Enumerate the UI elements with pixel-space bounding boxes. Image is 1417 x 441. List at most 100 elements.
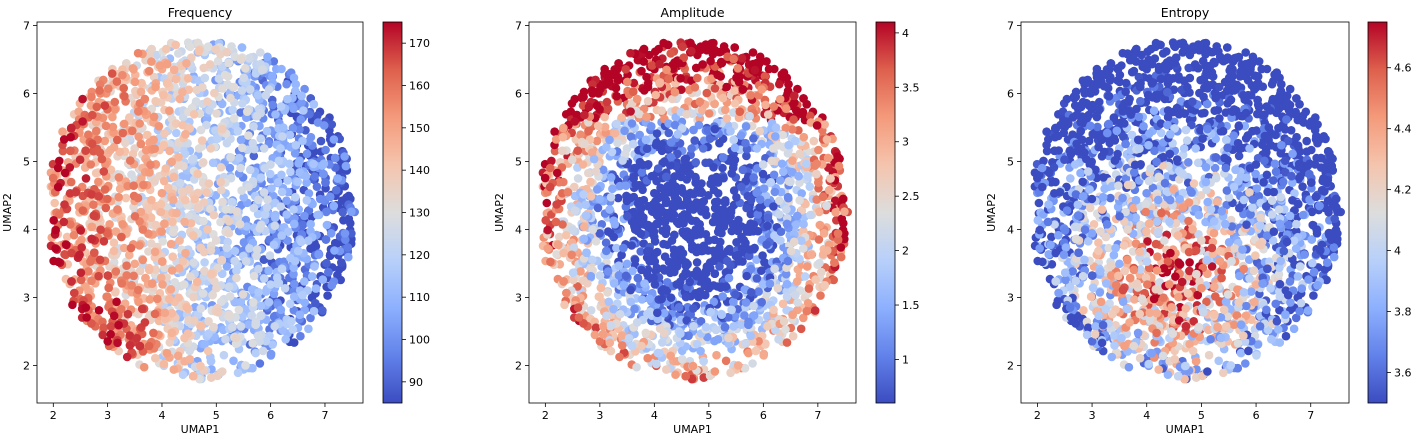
scatter-point <box>289 104 298 113</box>
scatter-point <box>99 167 109 176</box>
scatter-point <box>691 289 700 298</box>
scatter-point <box>279 123 288 132</box>
scatter-point <box>795 178 804 187</box>
scatter-point <box>157 227 166 236</box>
scatter-point <box>160 308 170 318</box>
scatter-point <box>746 209 756 219</box>
y-tick-label: 3 <box>23 292 30 305</box>
scatter-point <box>241 64 250 73</box>
scatter-point <box>567 155 577 164</box>
scatter-point <box>606 173 616 182</box>
scatter-point <box>175 236 184 245</box>
scatter-point <box>338 208 348 217</box>
scatter-point <box>194 144 204 153</box>
scatter-point <box>302 178 311 187</box>
scatter-point <box>212 109 221 118</box>
scatter-point <box>306 313 315 323</box>
scatter-point <box>285 159 294 169</box>
scatter-point <box>175 178 185 188</box>
scatter-point <box>569 243 579 252</box>
scatter-point <box>114 173 124 182</box>
scatter-point <box>276 202 286 211</box>
scatter-point <box>249 122 258 131</box>
scatter-point <box>615 181 625 191</box>
scatter-point <box>165 106 174 115</box>
scatter-point <box>245 53 254 63</box>
scatter-point <box>160 219 169 228</box>
scatter-point <box>171 40 180 50</box>
scatter-point <box>138 225 148 234</box>
scatter-point <box>213 307 223 317</box>
scatter-point <box>167 328 177 338</box>
scatter-point <box>136 139 146 149</box>
scatter-point <box>333 174 342 183</box>
scatter-point <box>776 236 785 245</box>
scatter-point <box>559 277 568 286</box>
scatter-point <box>710 84 720 93</box>
scatter-point <box>782 219 792 229</box>
scatter-point <box>162 79 172 88</box>
scatter-point <box>169 365 179 374</box>
scatter-point <box>155 61 165 70</box>
scatter-point <box>650 237 660 246</box>
scatter-point <box>119 83 128 93</box>
scatter-point <box>254 264 263 274</box>
scatter-point <box>289 292 299 302</box>
scatter-point <box>249 271 259 281</box>
scatter-point <box>89 200 98 209</box>
scatter-point <box>224 58 233 68</box>
scatter-point <box>770 231 779 240</box>
scatter-point <box>830 258 839 267</box>
scatter-point <box>117 232 126 242</box>
scatter-point <box>81 146 90 155</box>
scatter-point <box>199 158 208 167</box>
scatter-point <box>235 219 245 229</box>
scatter-point <box>767 156 776 166</box>
scatter-point <box>552 250 561 259</box>
scatter-point <box>103 337 112 346</box>
scatter-point <box>227 42 236 51</box>
scatter-point <box>248 339 257 348</box>
scatter-point <box>793 298 802 307</box>
scatter-point <box>781 123 790 133</box>
scatter-point <box>217 99 227 109</box>
scatter-point <box>255 359 265 368</box>
scatter-point <box>234 305 244 315</box>
scatter-point <box>336 275 346 285</box>
scatter-point <box>66 146 75 156</box>
scatter-point <box>322 220 332 230</box>
scatter-point <box>199 247 209 257</box>
scatter-point <box>146 213 156 222</box>
scatter-point <box>291 86 300 96</box>
scatter-point <box>267 184 276 193</box>
scatter-point <box>744 348 753 358</box>
scatter-point <box>633 273 643 283</box>
scatter-point <box>766 178 776 187</box>
scatter-point <box>603 288 612 297</box>
scatter-point <box>159 90 168 100</box>
scatter-point <box>691 63 701 73</box>
scatter-point <box>749 173 758 182</box>
scatter-point <box>778 130 788 140</box>
scatter-point <box>53 182 63 192</box>
scatter-point <box>591 323 601 333</box>
scatter-point <box>692 266 702 276</box>
scatter-point <box>793 211 802 221</box>
scatter-point <box>662 172 671 182</box>
scatter-point <box>289 73 299 83</box>
scatter-point <box>285 130 295 140</box>
scatter-point <box>790 98 799 107</box>
scatter-point <box>291 80 301 89</box>
scatter-point <box>262 203 272 212</box>
scatter-point <box>97 154 107 164</box>
scatter-point <box>107 69 117 78</box>
scatter-point <box>596 84 605 93</box>
scatter-point <box>256 301 266 311</box>
scatter-point <box>125 331 135 340</box>
scatter-point <box>76 268 86 278</box>
scatter-point <box>840 229 849 238</box>
scatter-point <box>563 187 573 197</box>
scatter-point <box>156 199 166 209</box>
scatter-point <box>649 273 658 283</box>
